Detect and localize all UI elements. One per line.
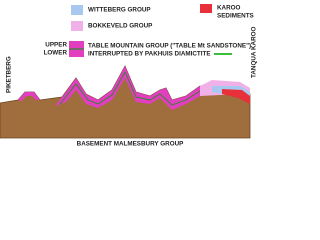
karoo-swatch <box>200 4 212 13</box>
pakhuis-layer <box>59 70 201 106</box>
table-mountain-layer <box>55 66 200 110</box>
place-label: PIKETBERG <box>6 56 13 93</box>
legend-label: LOWER <box>44 50 68 57</box>
witteberg-swatch <box>71 5 83 15</box>
piketberg-layer <box>18 92 40 101</box>
basement-label: BASEMENT MALMESBURY GROUP <box>77 141 184 148</box>
diagram: WITTEBERG GROUP BOKKEVELD GROUP UPPER LO… <box>0 4 258 148</box>
legend-label: INTERRUPTED BY PAKHUIS DIAMICTITE <box>88 51 211 58</box>
place-label: TANQUA KAROO <box>251 26 258 78</box>
karoo-layer <box>222 89 250 104</box>
bokkeveld-swatch <box>71 21 83 31</box>
legend-label: TABLE MOUNTAIN GROUP ("TABLE Mt SANDSTON… <box>88 43 251 50</box>
legend-label: WITTEBERG GROUP <box>88 7 151 14</box>
legend-label: SEDIMENTS <box>217 13 254 20</box>
legend-label: BOKKEVELD GROUP <box>88 23 152 30</box>
legend-label: KAROO <box>217 5 241 12</box>
legend-label: UPPER <box>45 42 67 49</box>
